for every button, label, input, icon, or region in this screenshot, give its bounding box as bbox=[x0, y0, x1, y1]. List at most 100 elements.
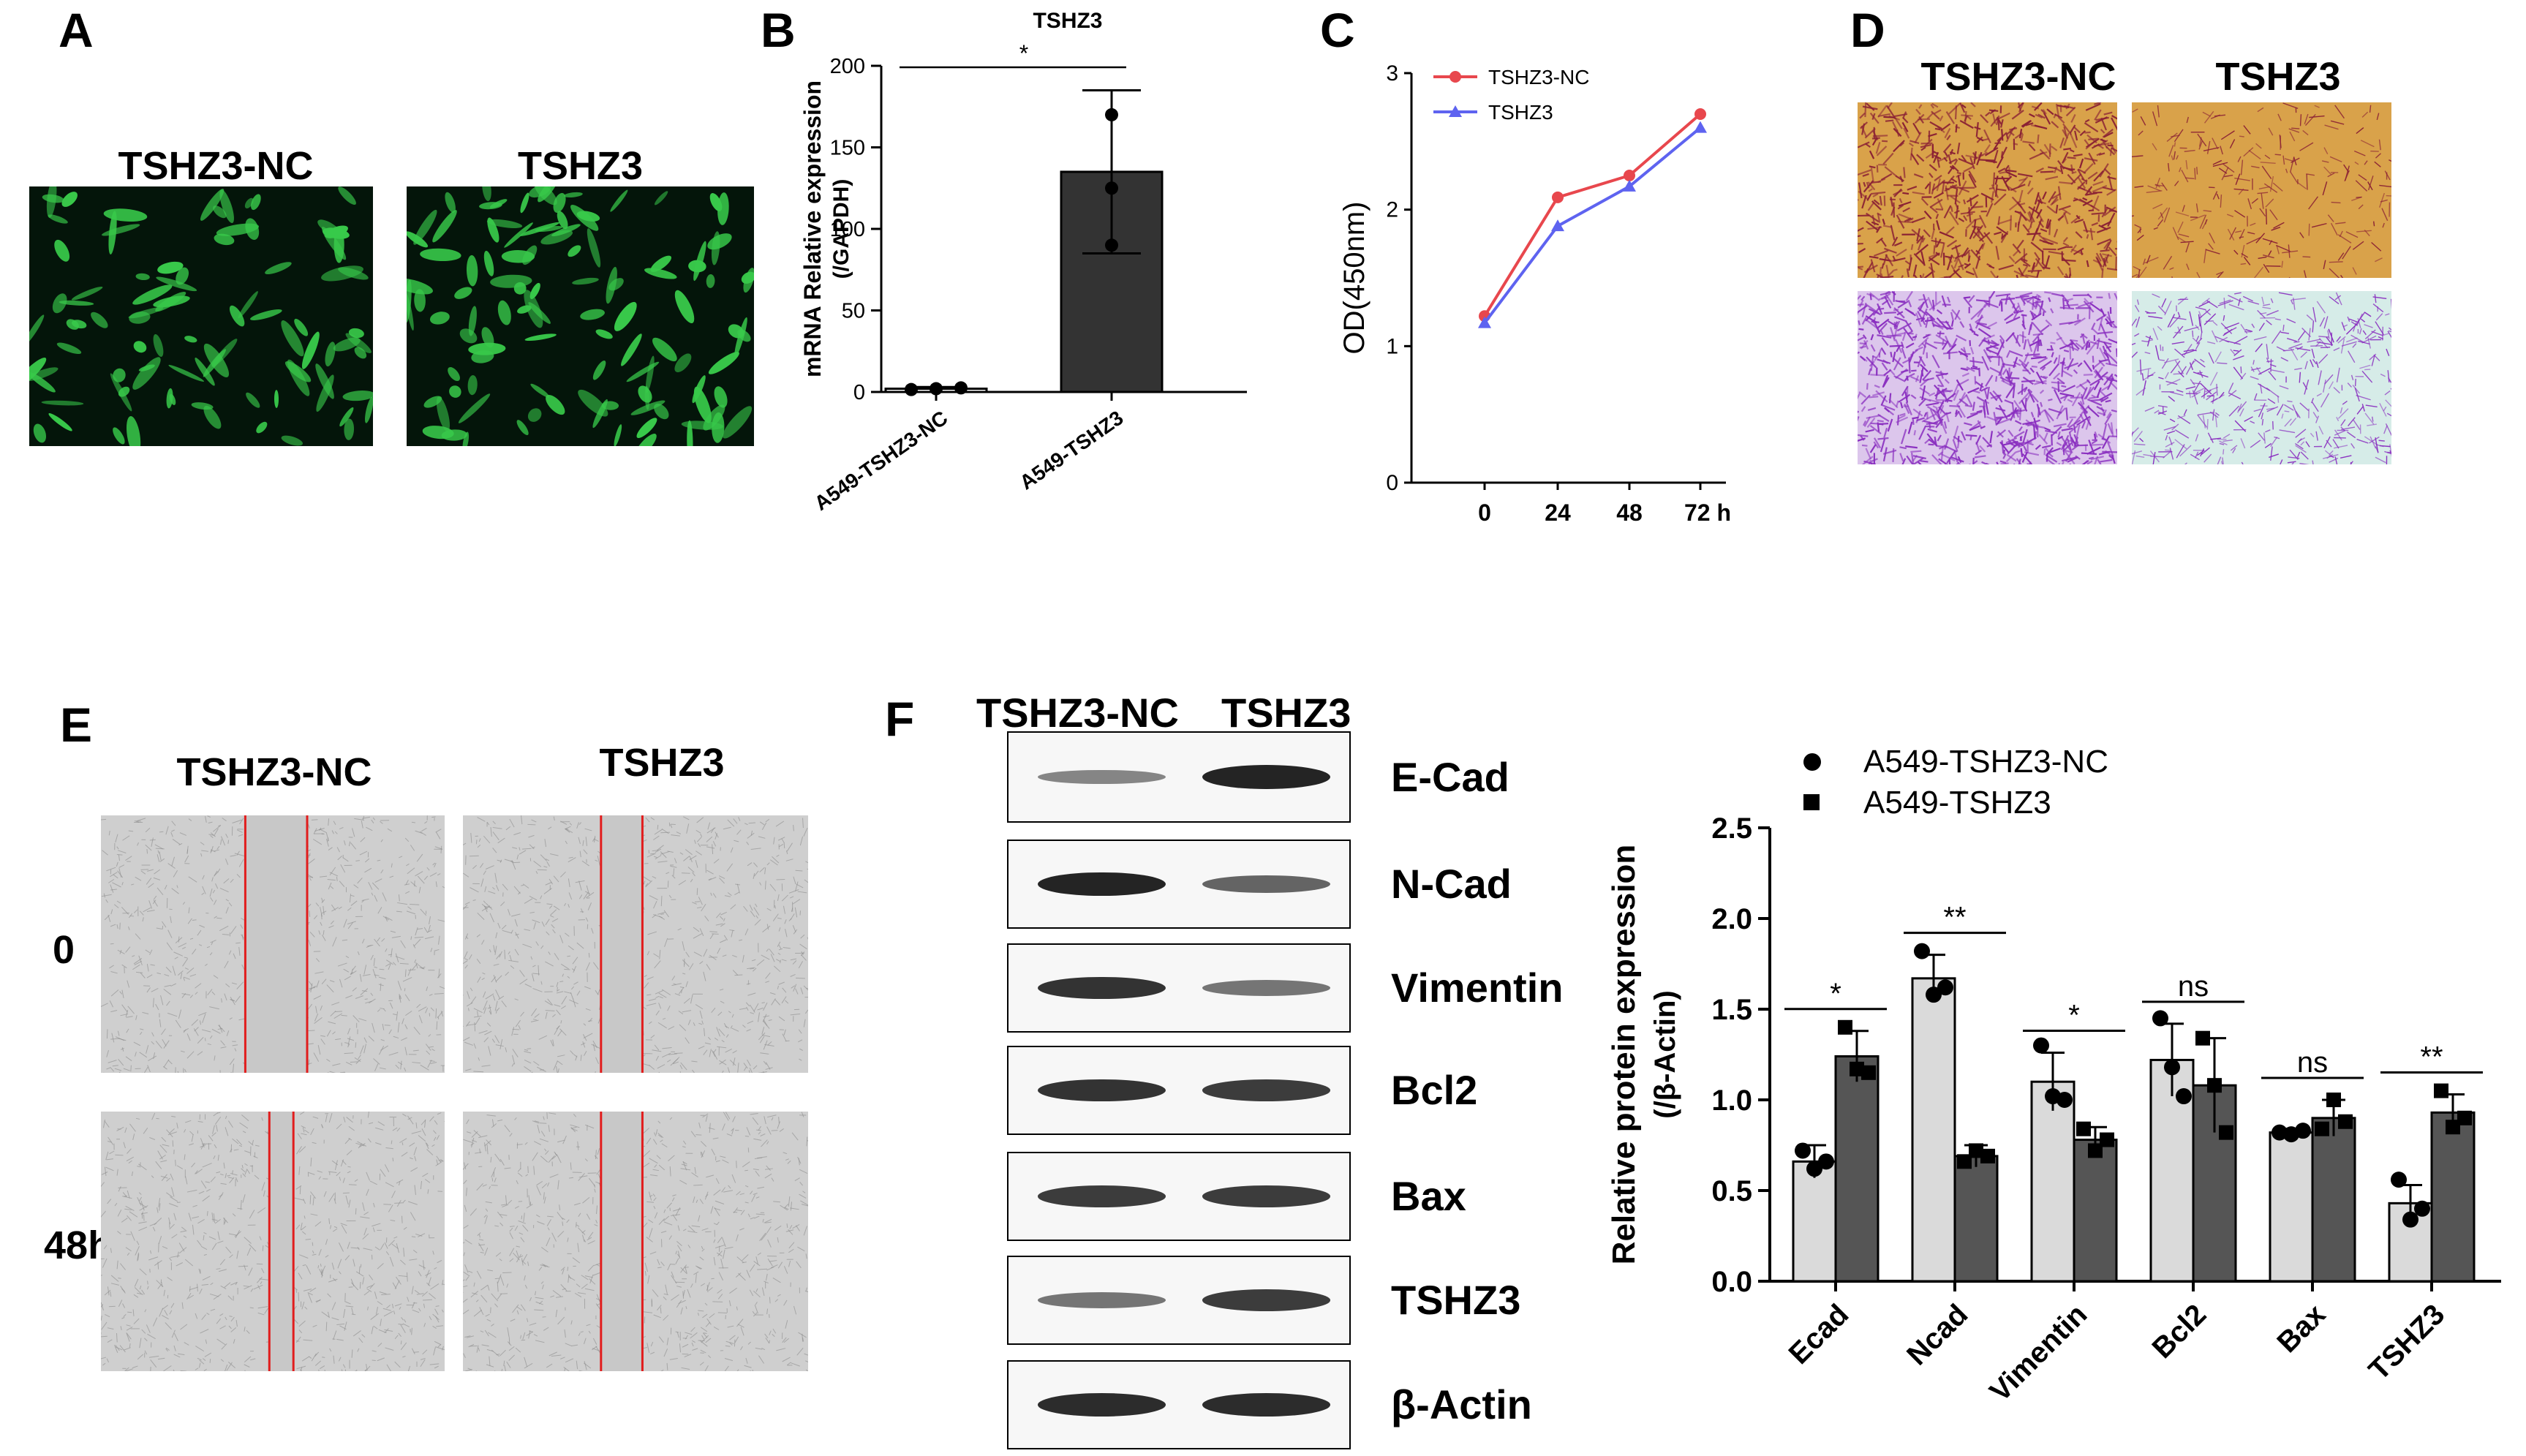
cell bbox=[2323, 316, 2329, 329]
cell bbox=[689, 855, 697, 861]
cell bbox=[635, 434, 657, 446]
cell bbox=[2036, 404, 2041, 416]
cell bbox=[2053, 357, 2058, 364]
cell bbox=[375, 1127, 384, 1131]
cell bbox=[154, 869, 161, 875]
cell bbox=[313, 915, 318, 920]
cell bbox=[1919, 274, 1923, 278]
cell bbox=[1978, 232, 1991, 242]
cell bbox=[2081, 178, 2087, 183]
cell bbox=[472, 899, 476, 902]
panel-d-col-nc: TSHZ3-NC bbox=[1920, 55, 2116, 99]
cell bbox=[1996, 188, 2007, 192]
cell bbox=[331, 1302, 336, 1310]
cell bbox=[307, 874, 314, 878]
cell bbox=[1990, 270, 1997, 278]
cell bbox=[197, 1219, 205, 1224]
cell bbox=[1877, 318, 1890, 328]
cell bbox=[200, 1138, 205, 1148]
cell bbox=[2100, 129, 2105, 134]
cell bbox=[1870, 259, 1876, 273]
cell bbox=[1954, 188, 1958, 205]
cell bbox=[657, 1064, 666, 1069]
cell bbox=[345, 955, 350, 959]
cell bbox=[2053, 113, 2057, 118]
cell bbox=[361, 898, 369, 901]
cell bbox=[2385, 399, 2391, 407]
cell bbox=[369, 998, 376, 1004]
cell bbox=[2015, 295, 2029, 299]
cell bbox=[2258, 186, 2271, 189]
cell bbox=[758, 836, 766, 839]
cell bbox=[1905, 291, 1913, 301]
cell bbox=[329, 1348, 332, 1352]
cell bbox=[2039, 340, 2043, 347]
cell bbox=[2347, 431, 2356, 439]
cell bbox=[1899, 197, 1903, 203]
cell bbox=[685, 951, 690, 958]
cell bbox=[229, 1316, 233, 1317]
cell bbox=[110, 909, 113, 915]
cell bbox=[195, 358, 215, 386]
cell bbox=[1914, 132, 1922, 144]
cell bbox=[176, 267, 189, 285]
cell bbox=[2106, 189, 2117, 196]
cell bbox=[301, 1133, 307, 1136]
cell bbox=[1861, 302, 1867, 317]
cell bbox=[742, 954, 744, 963]
cell bbox=[505, 971, 510, 976]
cell bbox=[573, 965, 577, 973]
cell bbox=[364, 998, 368, 1000]
cell bbox=[2091, 440, 2097, 445]
cell bbox=[1903, 327, 1914, 342]
cell bbox=[344, 1138, 351, 1144]
cell bbox=[181, 993, 191, 996]
cell bbox=[761, 822, 767, 830]
cell bbox=[33, 423, 47, 443]
cell bbox=[380, 1243, 385, 1251]
cell bbox=[2361, 335, 2377, 344]
cell bbox=[556, 1009, 561, 1016]
wound-image-nc-0h bbox=[101, 815, 445, 1073]
cell bbox=[138, 1192, 142, 1195]
cell bbox=[657, 912, 666, 915]
cell bbox=[314, 971, 324, 974]
cell bbox=[2132, 318, 2138, 327]
cell bbox=[2297, 181, 2307, 189]
cell bbox=[198, 1362, 201, 1368]
cell bbox=[717, 1011, 723, 1016]
cell bbox=[2017, 211, 2032, 223]
cell bbox=[565, 932, 570, 937]
cell bbox=[2334, 445, 2348, 449]
cell bbox=[478, 1057, 480, 1061]
cell bbox=[201, 850, 209, 852]
cell bbox=[1937, 384, 1943, 388]
cell bbox=[595, 1057, 600, 1065]
cell bbox=[1860, 434, 1865, 441]
cell bbox=[535, 941, 539, 946]
cell bbox=[1997, 431, 2004, 438]
cell bbox=[294, 318, 309, 336]
cell bbox=[1879, 267, 1882, 278]
cell bbox=[116, 1260, 118, 1270]
cell bbox=[1966, 194, 1979, 203]
cell bbox=[725, 1048, 732, 1053]
cell bbox=[2086, 399, 2103, 407]
cell bbox=[2341, 426, 2356, 431]
cell bbox=[1929, 206, 1938, 214]
cell bbox=[753, 907, 760, 916]
cell bbox=[1974, 455, 1986, 459]
cell bbox=[137, 1354, 144, 1360]
cell bbox=[146, 974, 153, 978]
x-tick-label: 0 bbox=[1478, 499, 1491, 526]
cell bbox=[230, 855, 236, 857]
cell bbox=[110, 1248, 112, 1253]
cell bbox=[191, 1162, 196, 1168]
cell bbox=[2144, 407, 2154, 412]
cell bbox=[1949, 151, 1956, 155]
cell bbox=[769, 948, 774, 956]
cell bbox=[2329, 268, 2340, 278]
cell bbox=[311, 819, 318, 821]
cell bbox=[1858, 416, 1860, 422]
cell bbox=[464, 1041, 473, 1046]
